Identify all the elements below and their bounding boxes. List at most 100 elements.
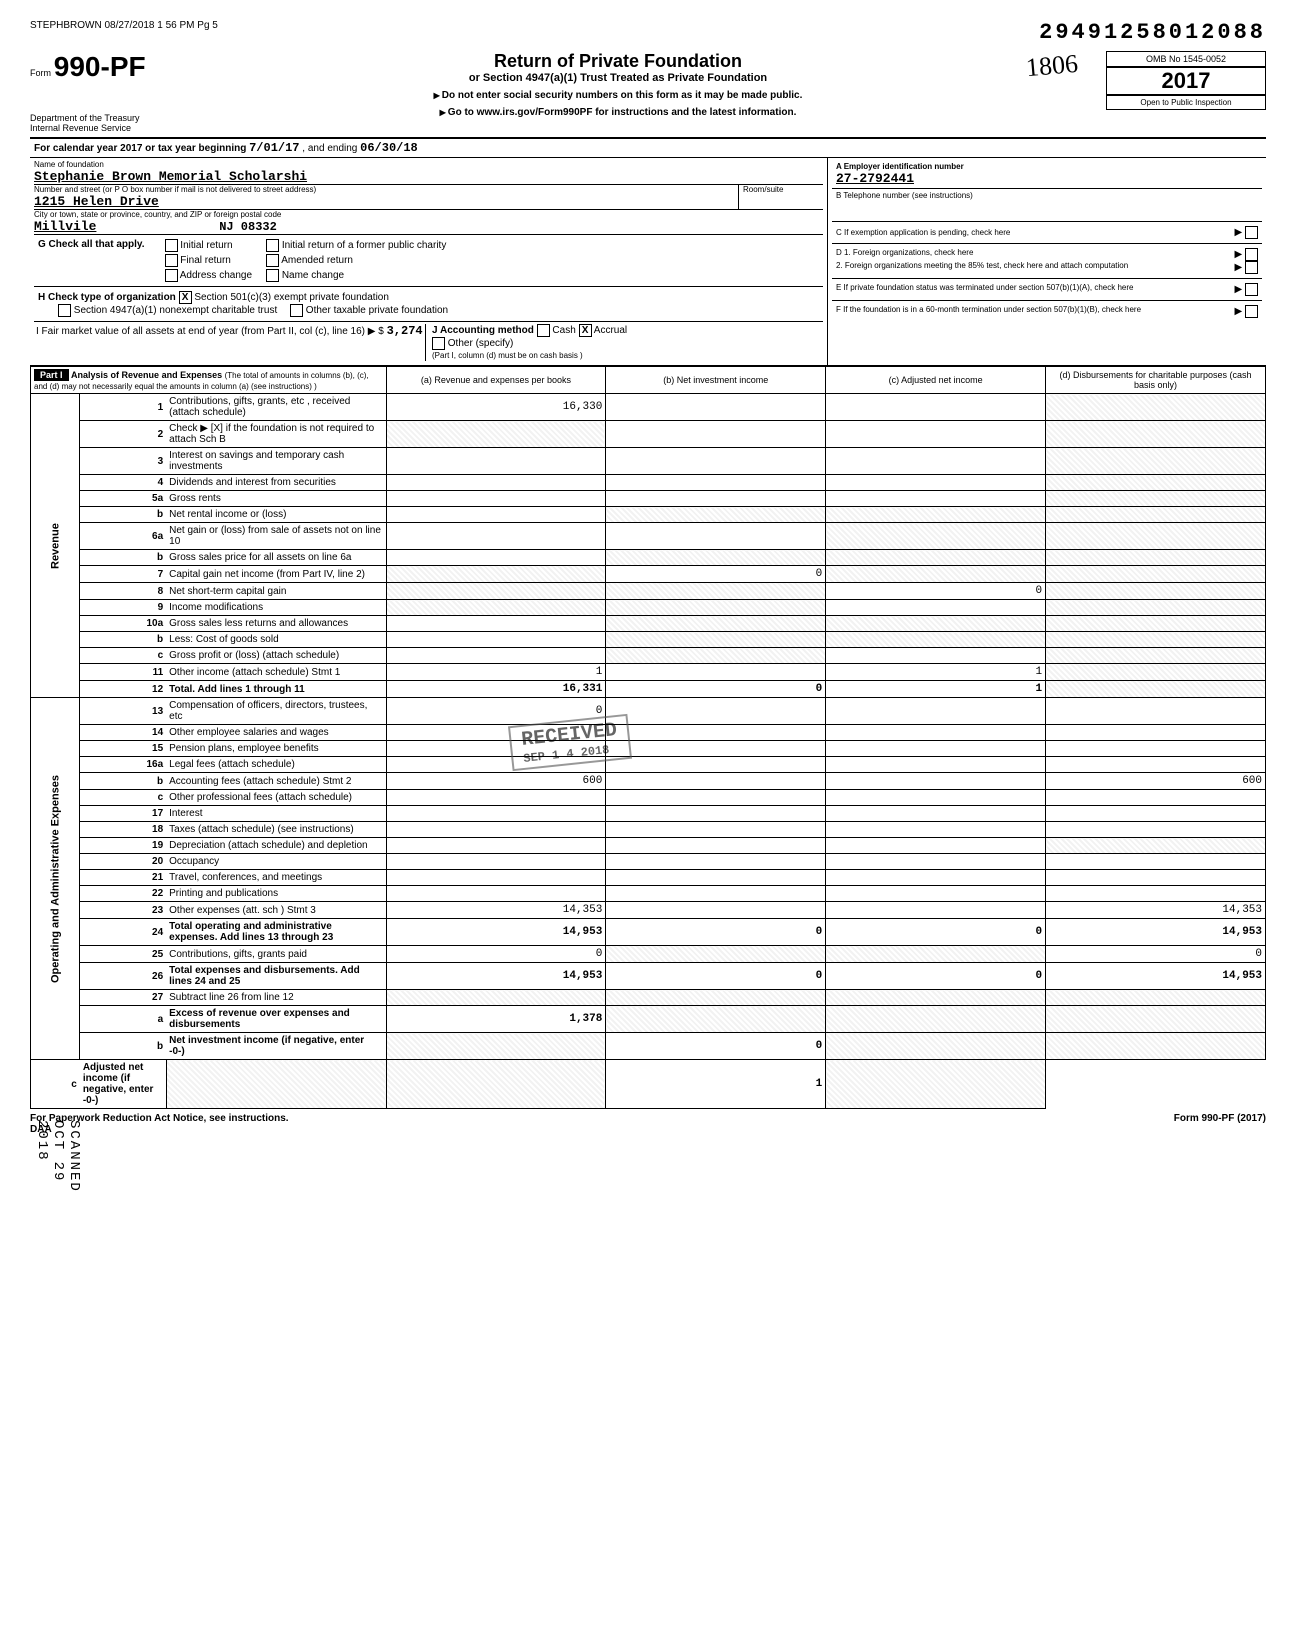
amount-cell: 1 — [386, 664, 606, 681]
amount-cell — [1046, 566, 1266, 583]
amount-cell — [826, 773, 1046, 790]
amount-cell — [386, 616, 606, 632]
amount-cell — [826, 698, 1046, 725]
amount-cell — [606, 632, 826, 648]
line-description: Legal fees (attach schedule) — [166, 757, 386, 773]
amount-cell — [606, 648, 826, 664]
amount-cell — [386, 421, 606, 448]
amount-cell — [386, 550, 606, 566]
opt-address-change[interactable]: Address change — [165, 269, 253, 282]
amount-cell — [1046, 1006, 1266, 1033]
amount-cell — [606, 757, 826, 773]
table-row: 2Check ▶ [X] if the foundation is not re… — [31, 421, 1266, 448]
form-footer: Form 990-PF (2017) — [1174, 1113, 1266, 1135]
amount-cell — [826, 566, 1046, 583]
table-row: cGross profit or (loss) (attach schedule… — [31, 648, 1266, 664]
line-number: c — [31, 1060, 80, 1109]
table-row: bNet investment income (if negative, ent… — [31, 1033, 1266, 1060]
amount-cell — [826, 600, 1046, 616]
opt-other-taxable[interactable]: Other taxable private foundation — [290, 305, 448, 316]
check-d1[interactable] — [1245, 248, 1258, 261]
opt-accrual[interactable]: Accrual — [579, 325, 628, 336]
amount-cell — [1046, 632, 1266, 648]
foundation-name: Stephanie Brown Memorial Scholarshi — [34, 169, 823, 184]
table-row: 8Net short-term capital gain0 — [31, 583, 1266, 600]
amount-cell: 0 — [606, 1033, 826, 1060]
opt-other-method[interactable]: Other (specify) — [432, 338, 513, 349]
opt-name-change[interactable]: Name change — [266, 269, 446, 282]
amount-cell — [826, 648, 1046, 664]
line-number: c — [80, 648, 166, 664]
amount-cell — [1046, 491, 1266, 507]
amount-cell — [826, 1060, 1046, 1109]
amount-cell — [1046, 854, 1266, 870]
line-h: H Check type of organization Section 501… — [34, 286, 823, 321]
check-e[interactable] — [1245, 283, 1258, 296]
line-number: 16a — [80, 757, 166, 773]
amount-cell — [826, 1033, 1046, 1060]
table-row: 21Travel, conferences, and meetings — [31, 870, 1266, 886]
line-number: 20 — [80, 854, 166, 870]
amount-cell — [1046, 698, 1266, 725]
amount-cell — [1046, 990, 1266, 1006]
amount-cell — [1046, 886, 1266, 902]
line-number: a — [80, 1006, 166, 1033]
line-description: Adjusted net income (if negative, enter … — [80, 1060, 166, 1109]
amount-cell — [386, 523, 606, 550]
opt-501c3[interactable]: Section 501(c)(3) exempt private foundat… — [179, 292, 389, 303]
notice-2: Go to www.irs.gov/Form990PF for instruct… — [218, 107, 1018, 118]
amount-cell — [606, 600, 826, 616]
amount-cell — [606, 523, 826, 550]
amount-cell — [1046, 550, 1266, 566]
amount-cell — [386, 806, 606, 822]
amount-cell — [606, 550, 826, 566]
amount-cell — [606, 725, 826, 741]
check-c[interactable] — [1245, 226, 1258, 239]
line-description: Dividends and interest from securities — [166, 475, 386, 491]
line-description: Accounting fees (attach schedule) Stmt 2 — [166, 773, 386, 790]
inspection-notice: Open to Public Inspection — [1106, 95, 1266, 110]
check-d2[interactable] — [1245, 261, 1258, 274]
amount-cell — [1046, 741, 1266, 757]
street-address: 1215 Helen Drive — [34, 194, 738, 209]
scanned-stamp: SCANNED OCT 29 2018 — [34, 1120, 82, 1193]
check-f[interactable] — [1245, 305, 1258, 318]
amount-cell — [606, 1006, 826, 1033]
line-number: 2 — [80, 421, 166, 448]
line-description: Gross rents — [166, 491, 386, 507]
table-row: bNet rental income or (loss) — [31, 507, 1266, 523]
amount-cell — [606, 838, 826, 854]
amount-cell — [826, 1006, 1046, 1033]
line-description: Printing and publications — [166, 886, 386, 902]
opt-cash[interactable]: Cash — [537, 325, 576, 336]
amount-cell — [386, 1060, 606, 1109]
form-number-block: Form 990-PF Department of the Treasury I… — [30, 51, 210, 133]
amount-cell — [386, 757, 606, 773]
irs-label: Internal Revenue Service — [30, 123, 210, 133]
line-description: Interest on savings and temporary cash i… — [166, 448, 386, 475]
opt-amended[interactable]: Amended return — [266, 254, 446, 267]
opt-final-return[interactable]: Final return — [165, 254, 253, 267]
form-page: STEPHBROWN 08/27/2018 1 56 PM Pg 5 29491… — [30, 20, 1266, 1135]
line-description: Contributions, gifts, grants, etc , rece… — [166, 394, 386, 421]
amount-cell: 600 — [1046, 773, 1266, 790]
line-number: 14 — [80, 725, 166, 741]
line-description: Excess of revenue over expenses and disb… — [166, 1006, 386, 1033]
amount-cell — [826, 902, 1046, 919]
amount-cell: 0 — [826, 963, 1046, 990]
amount-cell: 0 — [606, 566, 826, 583]
opt-initial-return[interactable]: Initial return — [165, 239, 253, 252]
table-row: 18Taxes (attach schedule) (see instructi… — [31, 822, 1266, 838]
opt-4947[interactable]: Section 4947(a)(1) nonexempt charitable … — [58, 305, 277, 316]
line-description: Other professional fees (attach schedule… — [166, 790, 386, 806]
line-description: Less: Cost of goods sold — [166, 632, 386, 648]
amount-cell: 16,331 — [386, 681, 606, 698]
amount-cell — [826, 854, 1046, 870]
opt-initial-former[interactable]: Initial return of a former public charit… — [266, 239, 446, 252]
line-description: Compensation of officers, directors, tru… — [166, 698, 386, 725]
revenue-section-label: Revenue — [31, 394, 80, 698]
line-description: Net short-term capital gain — [166, 583, 386, 600]
table-row: bGross sales price for all assets on lin… — [31, 550, 1266, 566]
amount-cell — [606, 698, 826, 725]
amount-cell — [1046, 725, 1266, 741]
